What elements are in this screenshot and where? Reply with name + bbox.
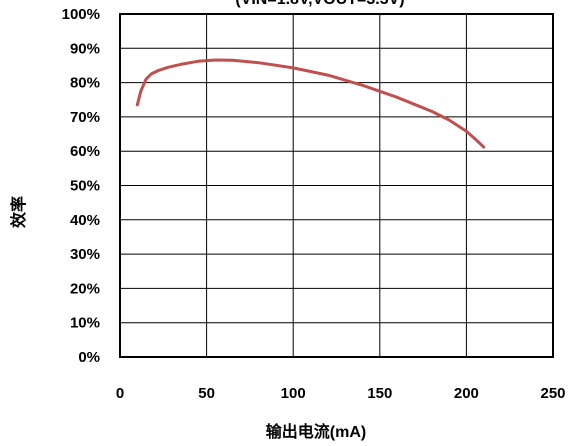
x-tick-label: 200 [454, 385, 479, 402]
y-tick-label: 70% [70, 109, 100, 126]
x-axis-title: 输出电流(mA) [266, 422, 366, 441]
y-tick-label: 60% [70, 143, 100, 160]
y-axis-title: 效率 [9, 196, 28, 228]
y-tick-label: 100% [62, 6, 100, 23]
y-tick-label: 80% [70, 75, 100, 92]
plot-frame [119, 13, 554, 358]
grid-lines [119, 13, 554, 358]
y-tick-label: 50% [70, 178, 100, 195]
y-tick-label: 20% [70, 280, 100, 297]
x-tick-label: 100 [281, 385, 306, 402]
y-tick-label: 30% [70, 246, 100, 263]
x-tick-labels: 0 50 100 150 200 250 [116, 385, 566, 402]
y-tick-labels: 0% 10% 20% 30% 40% 50% 60% 70% 80% 90% 100% [62, 6, 100, 366]
chart-title-group: (VIN=1.8V,VOUT=3.3V) [235, 0, 404, 8]
y-tick-label: 90% [70, 40, 100, 57]
y-tick-label: 10% [70, 315, 100, 332]
y-tick-label: 0% [78, 349, 100, 366]
chart-title: (VIN=1.8V,VOUT=3.3V) [235, 0, 404, 8]
x-tick-label: 250 [540, 385, 565, 402]
x-tick-label: 50 [198, 385, 215, 402]
x-tick-label: 150 [367, 385, 392, 402]
y-tick-label: 40% [70, 212, 100, 229]
x-tick-label: 0 [116, 385, 124, 402]
series-group [135, 58, 486, 149]
efficiency-series-line [135, 58, 486, 149]
